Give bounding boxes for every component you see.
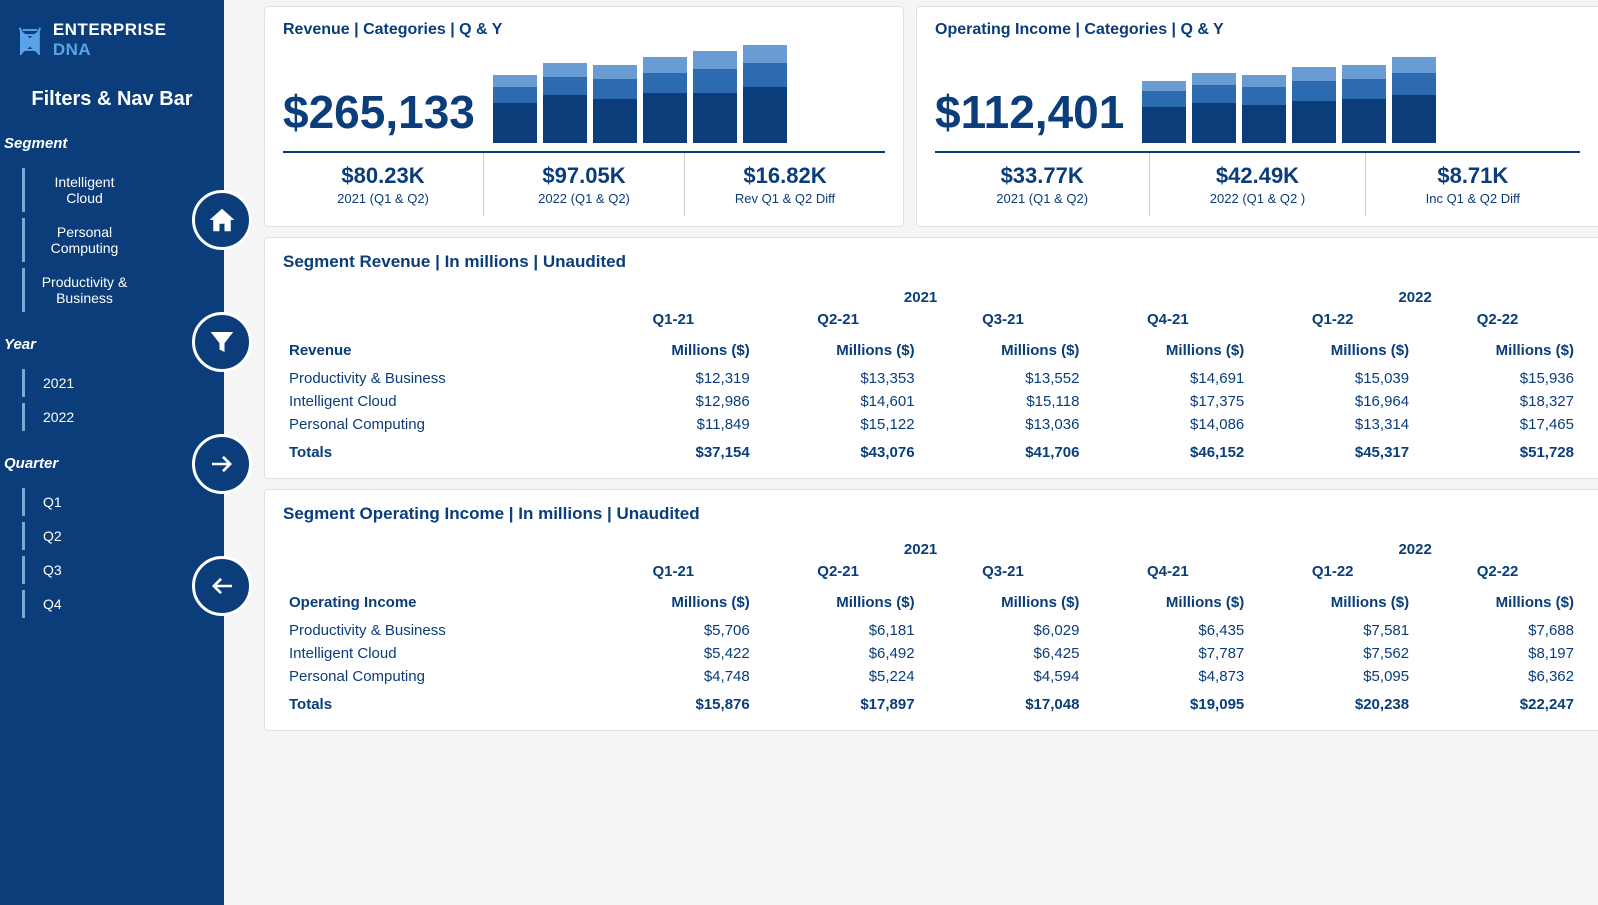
home-button[interactable] [192,190,252,250]
sub-metric: $42.49K 2022 (Q1 & Q2 ) [1150,153,1365,216]
sub-metric: $33.77K 2021 (Q1 & Q2) [935,153,1150,216]
revenue-table-title: Segment Revenue | In millions | Unaudite… [283,252,1580,272]
quarter-filter-3[interactable]: Q4 [22,590,102,618]
filter-icon [207,327,237,357]
sub-metric-label: 2021 (Q1 & Q2) [287,191,479,206]
quarter-filter-0[interactable]: Q1 [22,488,102,516]
segment-filter-0[interactable]: Intelligent Cloud [22,168,142,212]
revenue-bars [493,43,885,143]
sub-metric-label: Rev Q1 & Q2 Diff [689,191,881,206]
segment-filter-1[interactable]: Personal Computing [22,218,142,262]
sub-metric-value: $42.49K [1154,163,1360,189]
sub-metric-value: $80.23K [287,163,479,189]
main-content: Revenue | Categories | Q & Y $265,133 $8… [224,0,1598,905]
sub-metric: $97.05K 2022 (Q1 & Q2) [484,153,685,216]
income-table: 20212022Q1-21Q2-21Q3-21Q4-21Q1-22Q2-22Op… [283,538,1580,716]
sub-metric: $80.23K 2021 (Q1 & Q2) [283,153,484,216]
bar-column [1142,43,1186,143]
bar-column [493,43,537,143]
sub-metric-value: $8.71K [1370,163,1576,189]
sub-metric-label: 2021 (Q1 & Q2) [939,191,1145,206]
income-title: Operating Income | Categories | Q & Y [935,21,1580,39]
table-row: Personal Computing$4,748$5,224$4,594$4,8… [283,665,1580,688]
sub-metric-value: $16.82K [689,163,881,189]
revenue-card: Revenue | Categories | Q & Y $265,133 $8… [264,6,904,227]
income-total: $112,401 [935,89,1124,143]
table-row: Intelligent Cloud$5,422$6,492$6,425$7,78… [283,642,1580,665]
arrow-back-icon [207,571,237,601]
income-table-card: Segment Operating Income | In millions |… [264,489,1598,731]
income-card: Operating Income | Categories | Q & Y $1… [916,6,1598,227]
bar-column [1392,43,1436,143]
dna-icon [15,25,45,55]
bar-column [643,43,687,143]
bar-column [543,43,587,143]
bar-column [743,43,787,143]
sidebar-title: Filters & Nav Bar [0,80,224,129]
segment-label: Segment [0,129,224,162]
bar-column [1342,43,1386,143]
totals-row: Totals$15,876$17,897$17,048$19,095$20,23… [283,688,1580,716]
sidebar: ENTERPRISE DNA Filters & Nav Bar Segment… [0,0,224,905]
revenue-title: Revenue | Categories | Q & Y [283,21,885,39]
logo: ENTERPRISE DNA [0,10,224,80]
sub-metric-label: Inc Q1 & Q2 Diff [1370,191,1576,206]
quarter-filter-1[interactable]: Q2 [22,522,102,550]
sub-metric: $16.82K Rev Q1 & Q2 Diff [685,153,885,216]
quarter-label: Quarter [0,449,224,482]
bar-column [1192,43,1236,143]
revenue-total: $265,133 [283,89,475,143]
year-filter-1[interactable]: 2022 [22,403,102,431]
revenue-table-card: Segment Revenue | In millions | Unaudite… [264,237,1598,479]
sub-metric: $8.71K Inc Q1 & Q2 Diff [1366,153,1580,216]
table-row: Personal Computing$11,849$15,122$13,036$… [283,413,1580,436]
filter-button[interactable] [192,312,252,372]
year-filter-0[interactable]: 2021 [22,369,102,397]
table-row: Productivity & Business$5,706$6,181$6,02… [283,619,1580,642]
year-label: Year [0,330,224,363]
bar-column [593,43,637,143]
sub-metric-label: 2022 (Q1 & Q2 ) [1154,191,1360,206]
totals-row: Totals$37,154$43,076$41,706$46,152$45,31… [283,436,1580,464]
revenue-table: 20212022Q1-21Q2-21Q3-21Q4-21Q1-22Q2-22Re… [283,286,1580,464]
bar-column [1292,43,1336,143]
bar-column [693,43,737,143]
table-row: Productivity & Business$12,319$13,353$13… [283,367,1580,390]
logo-main: ENTERPRISE [53,20,167,39]
table-row: Intelligent Cloud$12,986$14,601$15,118$1… [283,390,1580,413]
quarter-filter-2[interactable]: Q3 [22,556,102,584]
forward-button[interactable] [192,434,252,494]
nav-buttons [192,190,252,616]
income-table-title: Segment Operating Income | In millions |… [283,504,1580,524]
income-bars [1142,43,1580,143]
bar-column [1242,43,1286,143]
back-button[interactable] [192,556,252,616]
home-icon [207,205,237,235]
sub-metric-value: $97.05K [488,163,680,189]
arrow-right-icon [207,449,237,479]
sub-metric-value: $33.77K [939,163,1145,189]
sub-metric-label: 2022 (Q1 & Q2) [488,191,680,206]
logo-accent: DNA [53,40,91,59]
segment-filter-2[interactable]: Productivity & Business [22,268,142,312]
